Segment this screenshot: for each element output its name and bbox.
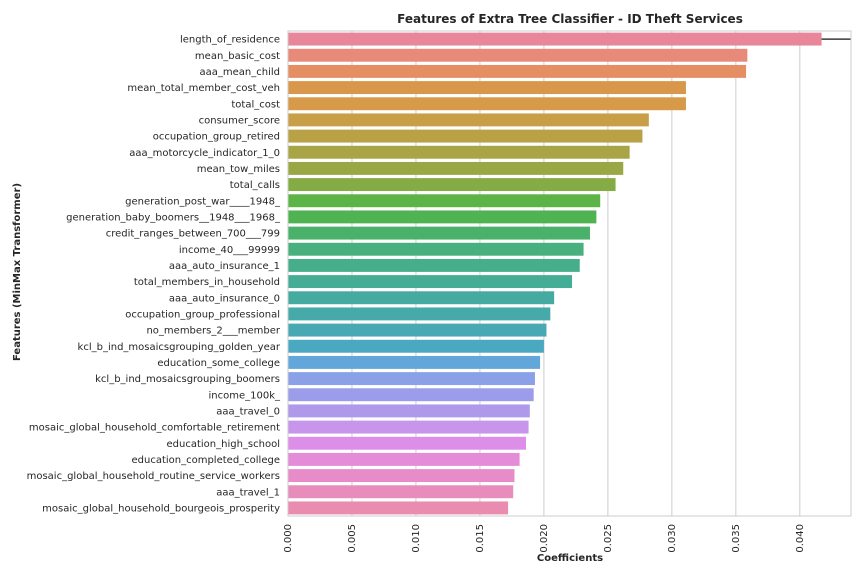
bar (288, 291, 555, 305)
y-tick-label: aaa_motorcycle_indicator_1_0 (129, 148, 280, 159)
y-tick-label: mosaic_global_household_bourgeois_prospe… (42, 503, 280, 514)
bar (288, 113, 649, 127)
bars (288, 32, 822, 515)
bar (288, 372, 535, 386)
bar (288, 129, 643, 143)
x-tick-labels: 0.000 0.005 0.010 0.015 0.020 0.025 0.030 0.035… (283, 524, 806, 553)
bar (288, 210, 597, 224)
bar (288, 178, 616, 192)
y-tick-label: kcl_b_ind_mosaicsgrouping_golden_year (78, 342, 281, 353)
bar (288, 388, 534, 402)
y-tick-label: no_members_2___member (146, 326, 280, 337)
bar (288, 452, 520, 466)
y-tick-label: mean_tow_miles (197, 164, 280, 175)
x-tick-label: 0.020 (539, 524, 550, 553)
y-tick-label: occupation_group_retired (153, 132, 280, 143)
y-tick-label: kcl_b_ind_mosaicsgrouping_boomers (95, 374, 280, 385)
x-tick-label: 0.035 (731, 524, 742, 553)
bar (288, 258, 580, 272)
y-tick-label: generation_baby_boomers__1948___1968_ (66, 212, 281, 223)
bar (288, 485, 514, 499)
bar (288, 307, 551, 321)
x-tick-label: 0.000 (283, 524, 294, 553)
bar (288, 48, 748, 62)
y-tick-label: length_of_residence (180, 35, 280, 46)
bar (288, 436, 526, 450)
bar (288, 32, 822, 46)
x-tick-label: 0.025 (603, 524, 614, 553)
y-tick-label: aaa_mean_child (200, 67, 280, 78)
bar (288, 64, 747, 78)
chart-title: Features of Extra Tree Classifier - ID T… (397, 12, 743, 26)
y-tick-label: consumer_score (199, 115, 280, 126)
y-tick-label: mean_total_member_cost_veh (127, 83, 280, 94)
bar (288, 420, 529, 434)
bar (288, 161, 624, 175)
y-tick-label: generation_post_war____1948_ (125, 196, 281, 207)
x-axis-title: Coefficients (537, 553, 603, 564)
x-tick-label: 0.015 (475, 524, 486, 553)
y-tick-label: mean_basic_cost (195, 51, 280, 62)
y-tick-label: total_cost (231, 99, 280, 110)
y-tick-label: total_members_in_household (134, 277, 280, 288)
bar (288, 404, 530, 418)
y-tick-label: aaa_travel_0 (216, 406, 280, 417)
x-tick-label: 0.030 (667, 524, 678, 553)
bar (288, 242, 584, 256)
bar (288, 355, 541, 369)
y-tick-label: aaa_auto_insurance_1 (169, 261, 280, 272)
y-tick-label: education_some_college (157, 358, 280, 369)
bar (288, 145, 630, 159)
x-gridlines (287, 31, 801, 516)
plot-border (287, 30, 852, 517)
y-tick-label: education_high_school (167, 439, 280, 450)
bar (288, 339, 544, 353)
plot-frame (287, 30, 852, 517)
y-tick-label: income_100k_ (208, 390, 281, 401)
y-tick-label: mosaic_global_household_comfortable_reti… (29, 423, 280, 434)
y-tick-label: credit_ranges_between_700___799 (106, 229, 280, 240)
y-tick-label: aaa_auto_insurance_0 (169, 293, 280, 304)
y-tick-label: mosaic_global_household_routine_service_… (27, 471, 280, 482)
bar (288, 275, 573, 289)
y-tick-label: education_completed_college (131, 455, 280, 466)
bar (288, 194, 601, 208)
y-axis-title: Features (MinMax Transformer) (12, 183, 23, 361)
x-tick-label: 0.040 (795, 524, 806, 553)
x-tick-label: 0.010 (411, 524, 422, 553)
bar (288, 469, 515, 483)
y-tick-label: aaa_travel_1 (216, 487, 280, 498)
bar (288, 501, 509, 515)
y-tick-label: occupation_group_professional (125, 309, 280, 320)
y-tick-label: total_calls (230, 180, 280, 191)
bar (288, 97, 686, 111)
bar (288, 81, 686, 95)
bar (288, 226, 590, 240)
y-tick-labels: length_of_residence mean_basic_cost aaa_me… (27, 35, 281, 515)
y-tick-label: income_40___99999 (179, 245, 280, 256)
bar (288, 323, 547, 337)
x-tick-label: 0.005 (347, 524, 358, 553)
